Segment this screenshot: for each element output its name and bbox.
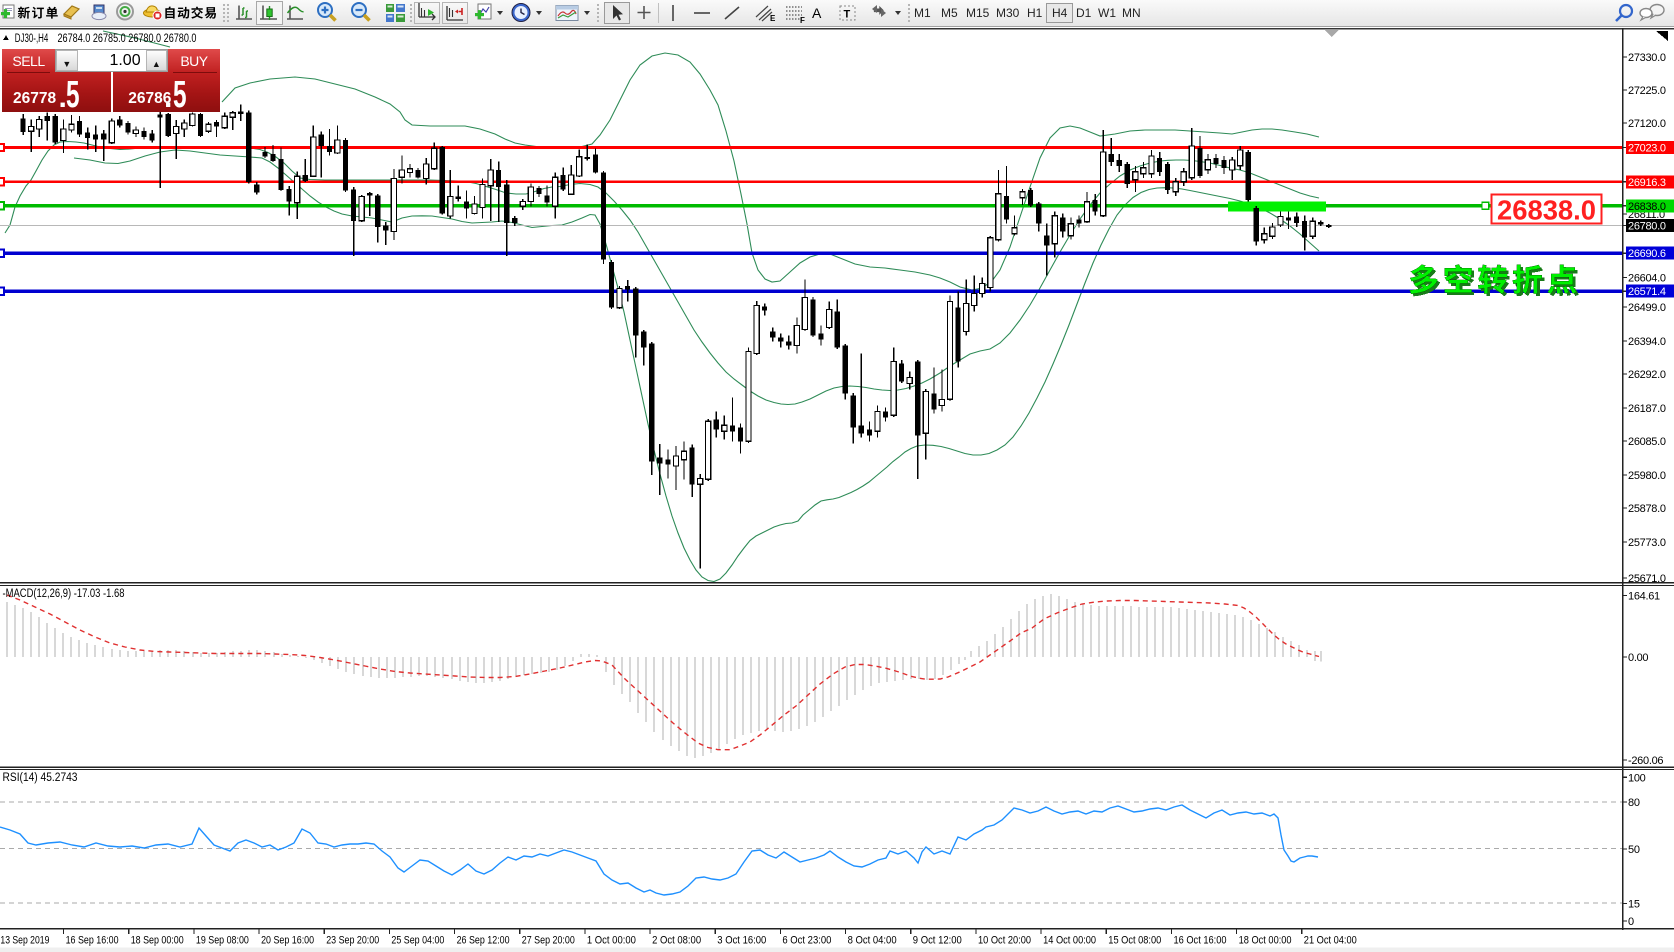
svg-text:10 Oct 20:00: 10 Oct 20:00 — [978, 935, 1031, 947]
svg-text:21 Oct 04:00: 21 Oct 04:00 — [1304, 935, 1357, 947]
svg-text:26571.4: 26571.4 — [1628, 286, 1666, 298]
svg-text:9 Oct 12:00: 9 Oct 12:00 — [913, 935, 962, 947]
svg-text:27120.0: 27120.0 — [1628, 118, 1666, 130]
svg-text:16 Sep 16:00: 16 Sep 16:00 — [66, 935, 119, 947]
svg-text:80: 80 — [1628, 797, 1640, 809]
svg-text:6 Oct 23:00: 6 Oct 23:00 — [782, 935, 831, 947]
svg-text:27 Sep 20:00: 27 Sep 20:00 — [522, 935, 575, 947]
svg-text:26187.0: 26187.0 — [1628, 403, 1666, 415]
svg-text:23 Sep 20:00: 23 Sep 20:00 — [326, 935, 379, 947]
svg-text:26780.0: 26780.0 — [1628, 221, 1666, 233]
svg-text:T: T — [844, 9, 851, 21]
svg-text:26838.0: 26838.0 — [1628, 201, 1666, 213]
svg-text:20 Sep 16:00: 20 Sep 16:00 — [261, 935, 314, 947]
svg-text:26838.0: 26838.0 — [1497, 195, 1596, 226]
svg-text:26499.0: 26499.0 — [1628, 302, 1666, 314]
svg-text:14 Oct 00:00: 14 Oct 00:00 — [1043, 935, 1096, 947]
svg-text:25 Sep 04:00: 25 Sep 04:00 — [391, 935, 444, 947]
svg-text:RSI(14) 45.2743: RSI(14) 45.2743 — [3, 772, 78, 784]
svg-text:25878.0: 25878.0 — [1628, 503, 1666, 515]
svg-text:26604.0: 26604.0 — [1628, 273, 1666, 285]
svg-text:26085.0: 26085.0 — [1628, 436, 1666, 448]
svg-text:27023.0: 27023.0 — [1628, 143, 1666, 155]
svg-text:2 Oct 08:00: 2 Oct 08:00 — [652, 935, 701, 947]
svg-text:26 Sep 12:00: 26 Sep 12:00 — [457, 935, 510, 947]
svg-text:15 Oct 08:00: 15 Oct 08:00 — [1108, 935, 1161, 947]
svg-text:19 Sep 08:00: 19 Sep 08:00 — [196, 935, 249, 947]
svg-text:27225.0: 27225.0 — [1628, 85, 1666, 97]
svg-text:-MACD(12,26,9) -17.03 -1.68: -MACD(12,26,9) -17.03 -1.68 — [3, 588, 125, 600]
svg-text:100: 100 — [1628, 772, 1646, 784]
svg-text:3 Oct 16:00: 3 Oct 16:00 — [717, 935, 766, 947]
svg-text:A: A — [812, 5, 822, 21]
svg-text:0.00: 0.00 — [1628, 652, 1648, 664]
svg-text:DJ30-,H4: DJ30-,H4 — [15, 33, 49, 45]
svg-text:-260.06: -260.06 — [1628, 755, 1663, 767]
svg-text:18 Sep 00:00: 18 Sep 00:00 — [131, 935, 184, 947]
svg-text:164.61: 164.61 — [1628, 591, 1660, 603]
svg-text:8 Oct 04:00: 8 Oct 04:00 — [848, 935, 897, 947]
svg-text:E: E — [770, 14, 776, 23]
svg-text:26292.0: 26292.0 — [1628, 369, 1666, 381]
svg-text:25980.0: 25980.0 — [1628, 470, 1666, 482]
svg-text:15: 15 — [1628, 899, 1640, 911]
svg-text:27330.0: 27330.0 — [1628, 52, 1666, 64]
svg-text:26690.6: 26690.6 — [1628, 248, 1666, 260]
svg-text:25671.0: 25671.0 — [1628, 573, 1666, 585]
svg-text:18 Oct 00:00: 18 Oct 00:00 — [1239, 935, 1292, 947]
svg-text:25773.0: 25773.0 — [1628, 537, 1666, 549]
svg-text:50: 50 — [1628, 844, 1640, 856]
svg-text:26916.3: 26916.3 — [1628, 177, 1666, 189]
svg-text:13 Sep 2019: 13 Sep 2019 — [0, 935, 49, 947]
svg-text:26784.0 26785.0 26780.0 26780.: 26784.0 26785.0 26780.0 26780.0 — [58, 33, 197, 45]
svg-text:26394.0: 26394.0 — [1628, 336, 1666, 348]
svg-text:1 Oct 00:00: 1 Oct 00:00 — [587, 935, 636, 947]
svg-text:F: F — [800, 16, 805, 25]
svg-text:0: 0 — [1628, 916, 1634, 928]
svg-text:16 Oct 16:00: 16 Oct 16:00 — [1174, 935, 1227, 947]
